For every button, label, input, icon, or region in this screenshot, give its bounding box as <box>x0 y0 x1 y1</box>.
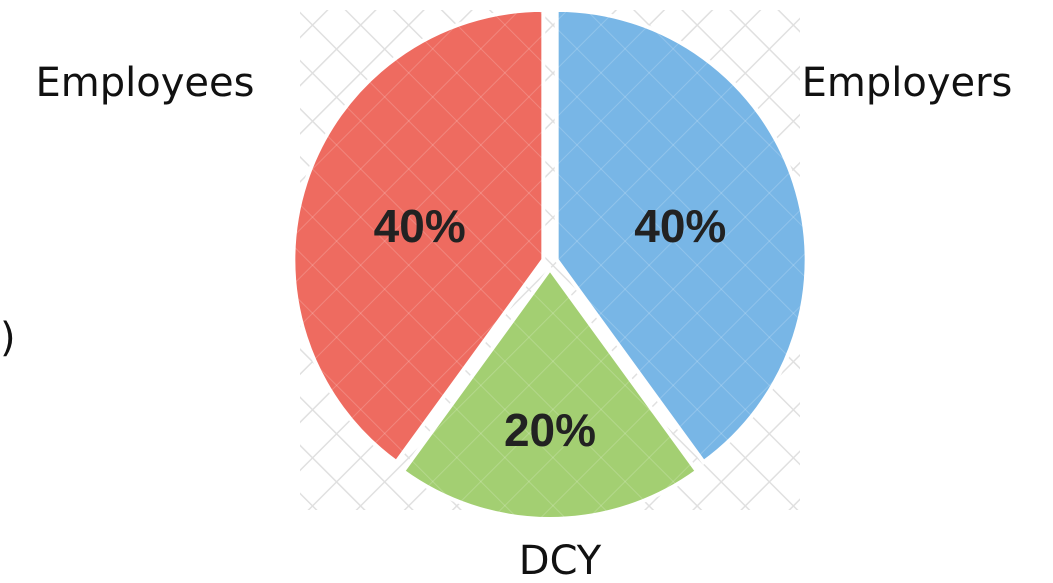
slice-hatch <box>556 9 807 463</box>
category-label: DCY <box>519 538 602 583</box>
slice-hatch <box>403 269 697 519</box>
data-label: 40% <box>374 200 466 252</box>
category-label: Employers <box>802 60 1013 106</box>
data-label: 20% <box>504 404 596 456</box>
pie <box>291 7 809 521</box>
slice-hatch <box>293 9 544 463</box>
data-label: 40% <box>634 200 726 252</box>
annotation: ) <box>0 315 16 361</box>
category-label: Employees <box>36 60 255 106</box>
